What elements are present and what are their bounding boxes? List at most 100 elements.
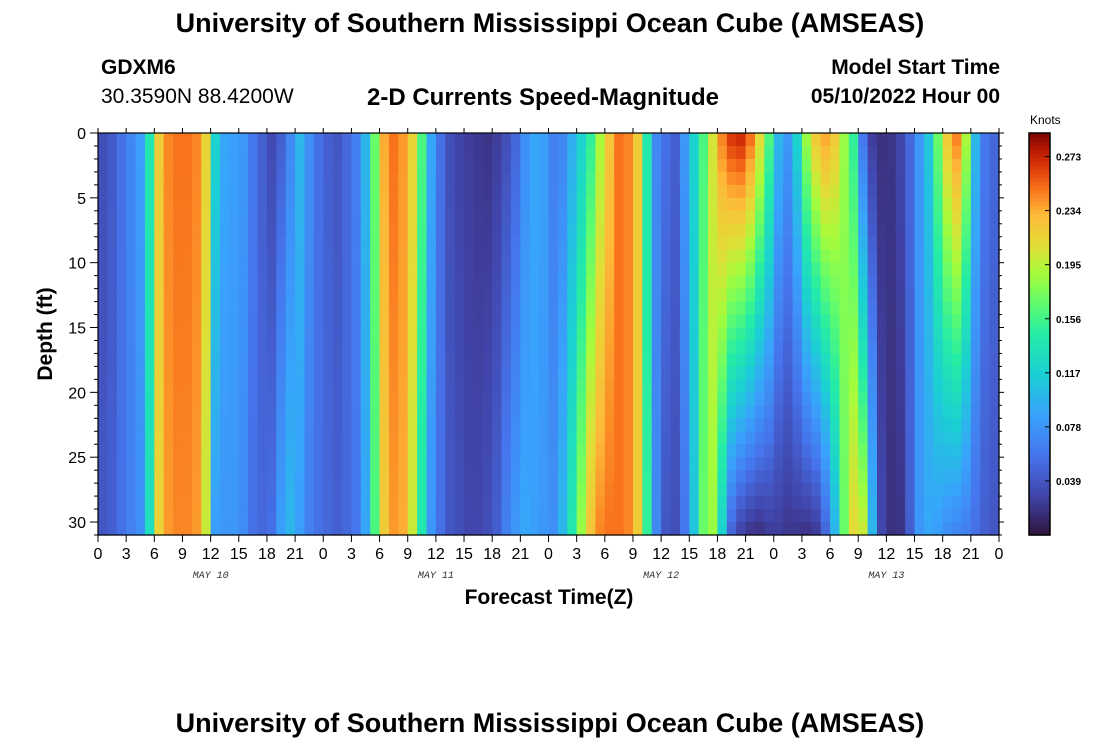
colorbar-tick-label: 0.156 xyxy=(1056,315,1081,326)
heatmap-cell xyxy=(942,522,953,536)
heatmap-cell xyxy=(698,288,709,303)
heatmap-cell xyxy=(295,483,306,497)
heatmap-cell xyxy=(370,275,381,290)
heatmap-cell xyxy=(473,405,484,419)
heatmap-cell xyxy=(586,444,597,458)
heatmap-cell xyxy=(257,509,268,523)
heatmap-cell xyxy=(942,314,953,329)
heatmap-cell xyxy=(614,353,625,368)
heatmap-cell xyxy=(548,392,559,406)
heatmap-cell xyxy=(557,133,568,147)
heatmap-cell xyxy=(342,223,353,238)
heatmap-cell xyxy=(201,249,212,264)
heatmap-cell xyxy=(501,366,512,380)
heatmap-cell xyxy=(398,249,409,264)
heatmap-cell xyxy=(417,314,428,329)
heatmap-cell xyxy=(304,236,315,251)
heatmap-cell xyxy=(886,366,897,380)
heatmap-cell xyxy=(191,379,202,393)
heatmap-cell xyxy=(360,301,371,316)
heatmap-cell xyxy=(210,301,221,316)
heatmap-cell xyxy=(342,405,353,419)
heatmap-cell xyxy=(708,223,719,238)
heatmap-cell xyxy=(811,223,822,238)
heatmap-cell xyxy=(407,522,418,536)
heatmap-cell xyxy=(895,470,906,484)
heatmap-cell xyxy=(754,301,765,316)
heatmap-cell xyxy=(604,184,615,199)
heatmap-cell xyxy=(792,366,803,380)
heatmap-cell xyxy=(295,158,306,173)
heatmap-cell xyxy=(445,262,456,277)
heatmap-cell xyxy=(933,522,944,536)
heatmap-cell xyxy=(736,262,747,277)
heatmap-cell xyxy=(407,262,418,277)
heatmap-cell xyxy=(482,145,493,160)
heatmap-cell xyxy=(614,171,625,186)
heatmap-cell xyxy=(811,301,822,316)
heatmap-cell xyxy=(839,223,850,238)
heatmap-cell xyxy=(510,405,521,419)
heatmap-cell xyxy=(614,327,625,342)
heatmap-cell xyxy=(435,249,446,264)
heatmap-cell xyxy=(736,249,747,264)
colorbar-step xyxy=(1029,406,1050,411)
heatmap-cell xyxy=(764,210,775,225)
heatmap-cell xyxy=(952,249,963,264)
heatmap-cell xyxy=(529,314,540,329)
heatmap-cell xyxy=(182,262,193,277)
heatmap-cell xyxy=(510,483,521,497)
heatmap-cell xyxy=(201,379,212,393)
heatmap-cell xyxy=(632,522,643,536)
heatmap-cell xyxy=(304,145,315,160)
heatmap-cell xyxy=(98,392,108,406)
heatmap-cell xyxy=(867,133,878,147)
heatmap-cell xyxy=(792,197,803,212)
heatmap-cell xyxy=(820,197,831,212)
heatmap-cell xyxy=(482,171,493,186)
heatmap-cell xyxy=(689,366,700,380)
heatmap-cell xyxy=(454,392,465,406)
heatmap-cell xyxy=(970,366,981,380)
heatmap-cell xyxy=(914,405,925,419)
heatmap-cell xyxy=(135,353,146,368)
heatmap-cell xyxy=(576,158,587,173)
heatmap-cell xyxy=(201,223,212,238)
heatmap-cell xyxy=(295,444,306,458)
heatmap-cell xyxy=(332,223,343,238)
heatmap-cell xyxy=(370,379,381,393)
heatmap-cell xyxy=(989,353,1000,368)
heatmap-cell xyxy=(435,327,446,342)
heatmap-cell xyxy=(351,457,362,471)
heatmap-cell xyxy=(351,184,362,199)
heatmap-cell xyxy=(98,262,108,277)
heatmap-cell xyxy=(801,301,812,316)
heatmap-cell xyxy=(736,236,747,251)
heatmap-cell xyxy=(135,444,146,458)
heatmap-cell xyxy=(454,262,465,277)
heatmap-cell xyxy=(876,236,887,251)
heatmap-cell xyxy=(285,301,296,316)
heatmap-cell xyxy=(313,431,324,445)
heatmap-cell xyxy=(379,496,390,510)
colorbar-step xyxy=(1029,293,1050,299)
heatmap-cell xyxy=(736,418,747,432)
heatmap-cell xyxy=(754,158,765,173)
heatmap-cell xyxy=(792,145,803,160)
heatmap-cell xyxy=(229,353,240,368)
heatmap-cell xyxy=(942,171,953,186)
heatmap-cell xyxy=(548,431,559,445)
heatmap-cell xyxy=(604,522,615,536)
heatmap-cell xyxy=(426,275,437,290)
heatmap-cell xyxy=(867,457,878,471)
heatmap-cell xyxy=(848,431,859,445)
heatmap-cell xyxy=(708,353,719,368)
heatmap-cell xyxy=(201,327,212,342)
heatmap-cell xyxy=(614,418,625,432)
heatmap-cell xyxy=(191,457,202,471)
heatmap-cell xyxy=(754,171,765,186)
heatmap-cell xyxy=(473,197,484,212)
heatmap-cell xyxy=(464,275,475,290)
heatmap-cell xyxy=(989,340,1000,355)
